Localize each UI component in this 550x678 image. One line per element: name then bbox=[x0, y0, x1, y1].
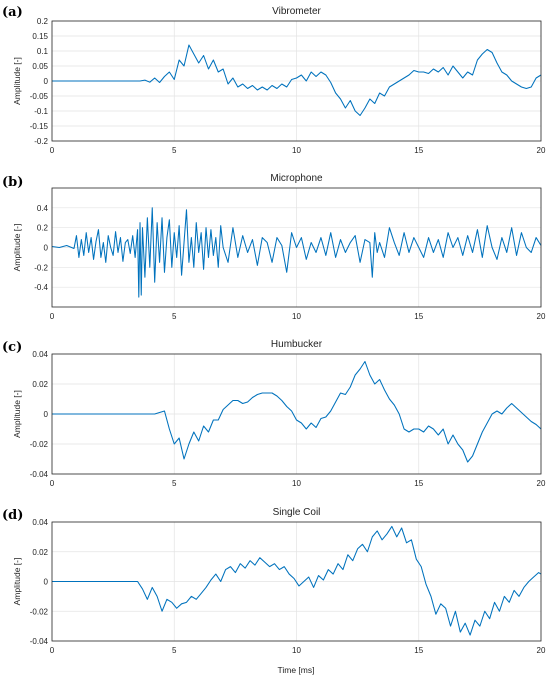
y-tick-label: 0 bbox=[44, 77, 49, 86]
y-tick-label: -0.05 bbox=[30, 92, 49, 101]
panel-title: Single Coil bbox=[273, 507, 321, 518]
x-tick-label: 0 bbox=[50, 146, 55, 155]
y-tick-label: 0.04 bbox=[32, 518, 48, 527]
x-tick-label: 5 bbox=[172, 146, 177, 155]
series-line bbox=[52, 525, 542, 636]
y-tick-label: 0.02 bbox=[32, 548, 48, 557]
x-tick-label: 10 bbox=[292, 146, 301, 155]
x-tick-label: 5 bbox=[172, 312, 177, 321]
y-tick-label: -0.1 bbox=[34, 107, 48, 116]
y-tick-label: 0 bbox=[44, 578, 49, 587]
series-line bbox=[52, 44, 542, 117]
y-tick-label: -0.2 bbox=[34, 137, 48, 146]
y-tick-label: -0.04 bbox=[30, 470, 49, 479]
y-axis-label: Amplitude [-] bbox=[12, 224, 22, 272]
panel-label: (c) bbox=[2, 340, 22, 355]
x-tick-label: 15 bbox=[414, 646, 423, 655]
y-tick-label: 0.2 bbox=[37, 224, 49, 233]
y-tick-label: 0.04 bbox=[32, 350, 48, 359]
x-tick-label: 20 bbox=[537, 312, 546, 321]
y-tick-label: -0.04 bbox=[30, 637, 49, 646]
x-tick-label: 10 bbox=[292, 479, 301, 488]
panel-3: 0 5 10 15 20 -0.04 -0.02 0 0.02 0.04 Humbucker (c) A… bbox=[2, 339, 546, 488]
y-tick-label: 0.2 bbox=[37, 17, 49, 26]
x-tick-label: 15 bbox=[414, 479, 423, 488]
plot-frame bbox=[51, 521, 542, 642]
x-tick-label: 20 bbox=[537, 479, 546, 488]
x-tick-label: 10 bbox=[292, 312, 301, 321]
plot-frame bbox=[51, 353, 542, 475]
series-line bbox=[51, 207, 542, 298]
y-tick-label: 0.05 bbox=[32, 62, 48, 71]
y-tick-label: 0.02 bbox=[32, 380, 48, 389]
y-tick-label: -0.02 bbox=[30, 607, 49, 616]
x-tick-label: 0 bbox=[50, 646, 55, 655]
y-tick-label: 0.4 bbox=[37, 204, 49, 213]
plot-frame bbox=[51, 20, 542, 142]
panel-title: Humbucker bbox=[271, 339, 323, 350]
panel-4: 0 5 10 15 20 -0.04 -0.02 0 0.02 0.04 Single Coil (d… bbox=[2, 507, 546, 655]
y-tick-label: 0.15 bbox=[32, 32, 48, 41]
x-tick-label: 10 bbox=[292, 646, 301, 655]
panel-label: (d) bbox=[2, 508, 23, 523]
panel-label: (a) bbox=[2, 5, 23, 20]
y-tick-label: -0.02 bbox=[30, 440, 49, 449]
y-tick-label: 0 bbox=[44, 410, 49, 419]
y-tick-label: 0 bbox=[44, 244, 49, 253]
plot-frame bbox=[51, 187, 542, 308]
y-tick-label: -0.4 bbox=[34, 283, 48, 292]
x-tick-label: 5 bbox=[172, 479, 177, 488]
x-tick-label: 0 bbox=[50, 312, 55, 321]
panel-label: (b) bbox=[2, 175, 23, 190]
x-tick-label: 15 bbox=[414, 312, 423, 321]
y-axis-label: Amplitude [-] bbox=[12, 390, 22, 438]
y-tick-label: -0.15 bbox=[30, 122, 49, 131]
x-tick-label: 15 bbox=[414, 146, 423, 155]
panel-2: 0 5 10 15 20 -0.4 -0.2 0 0.2 0.4 Microphone (b) Ampl… bbox=[2, 173, 546, 321]
panel-1: 0 5 10 15 20 -0.2 -0.15 -0.1 -0.05 0 0.05 0.1 0.15 0.… bbox=[2, 5, 546, 155]
x-tick-label: 20 bbox=[537, 146, 546, 155]
y-axis-label: Amplitude [-] bbox=[12, 558, 22, 606]
x-tick-label: 20 bbox=[537, 646, 546, 655]
series-line bbox=[52, 360, 542, 463]
panel-title: Vibrometer bbox=[272, 6, 321, 17]
x-tick-label: 0 bbox=[50, 479, 55, 488]
x-tick-label: 5 bbox=[172, 646, 177, 655]
y-axis-label: Amplitude [-] bbox=[12, 57, 22, 105]
y-tick-label: 0.1 bbox=[37, 47, 49, 56]
panel-title: Microphone bbox=[270, 173, 323, 184]
x-axis-label: Time [ms] bbox=[278, 665, 315, 675]
y-tick-label: -0.2 bbox=[34, 263, 48, 272]
